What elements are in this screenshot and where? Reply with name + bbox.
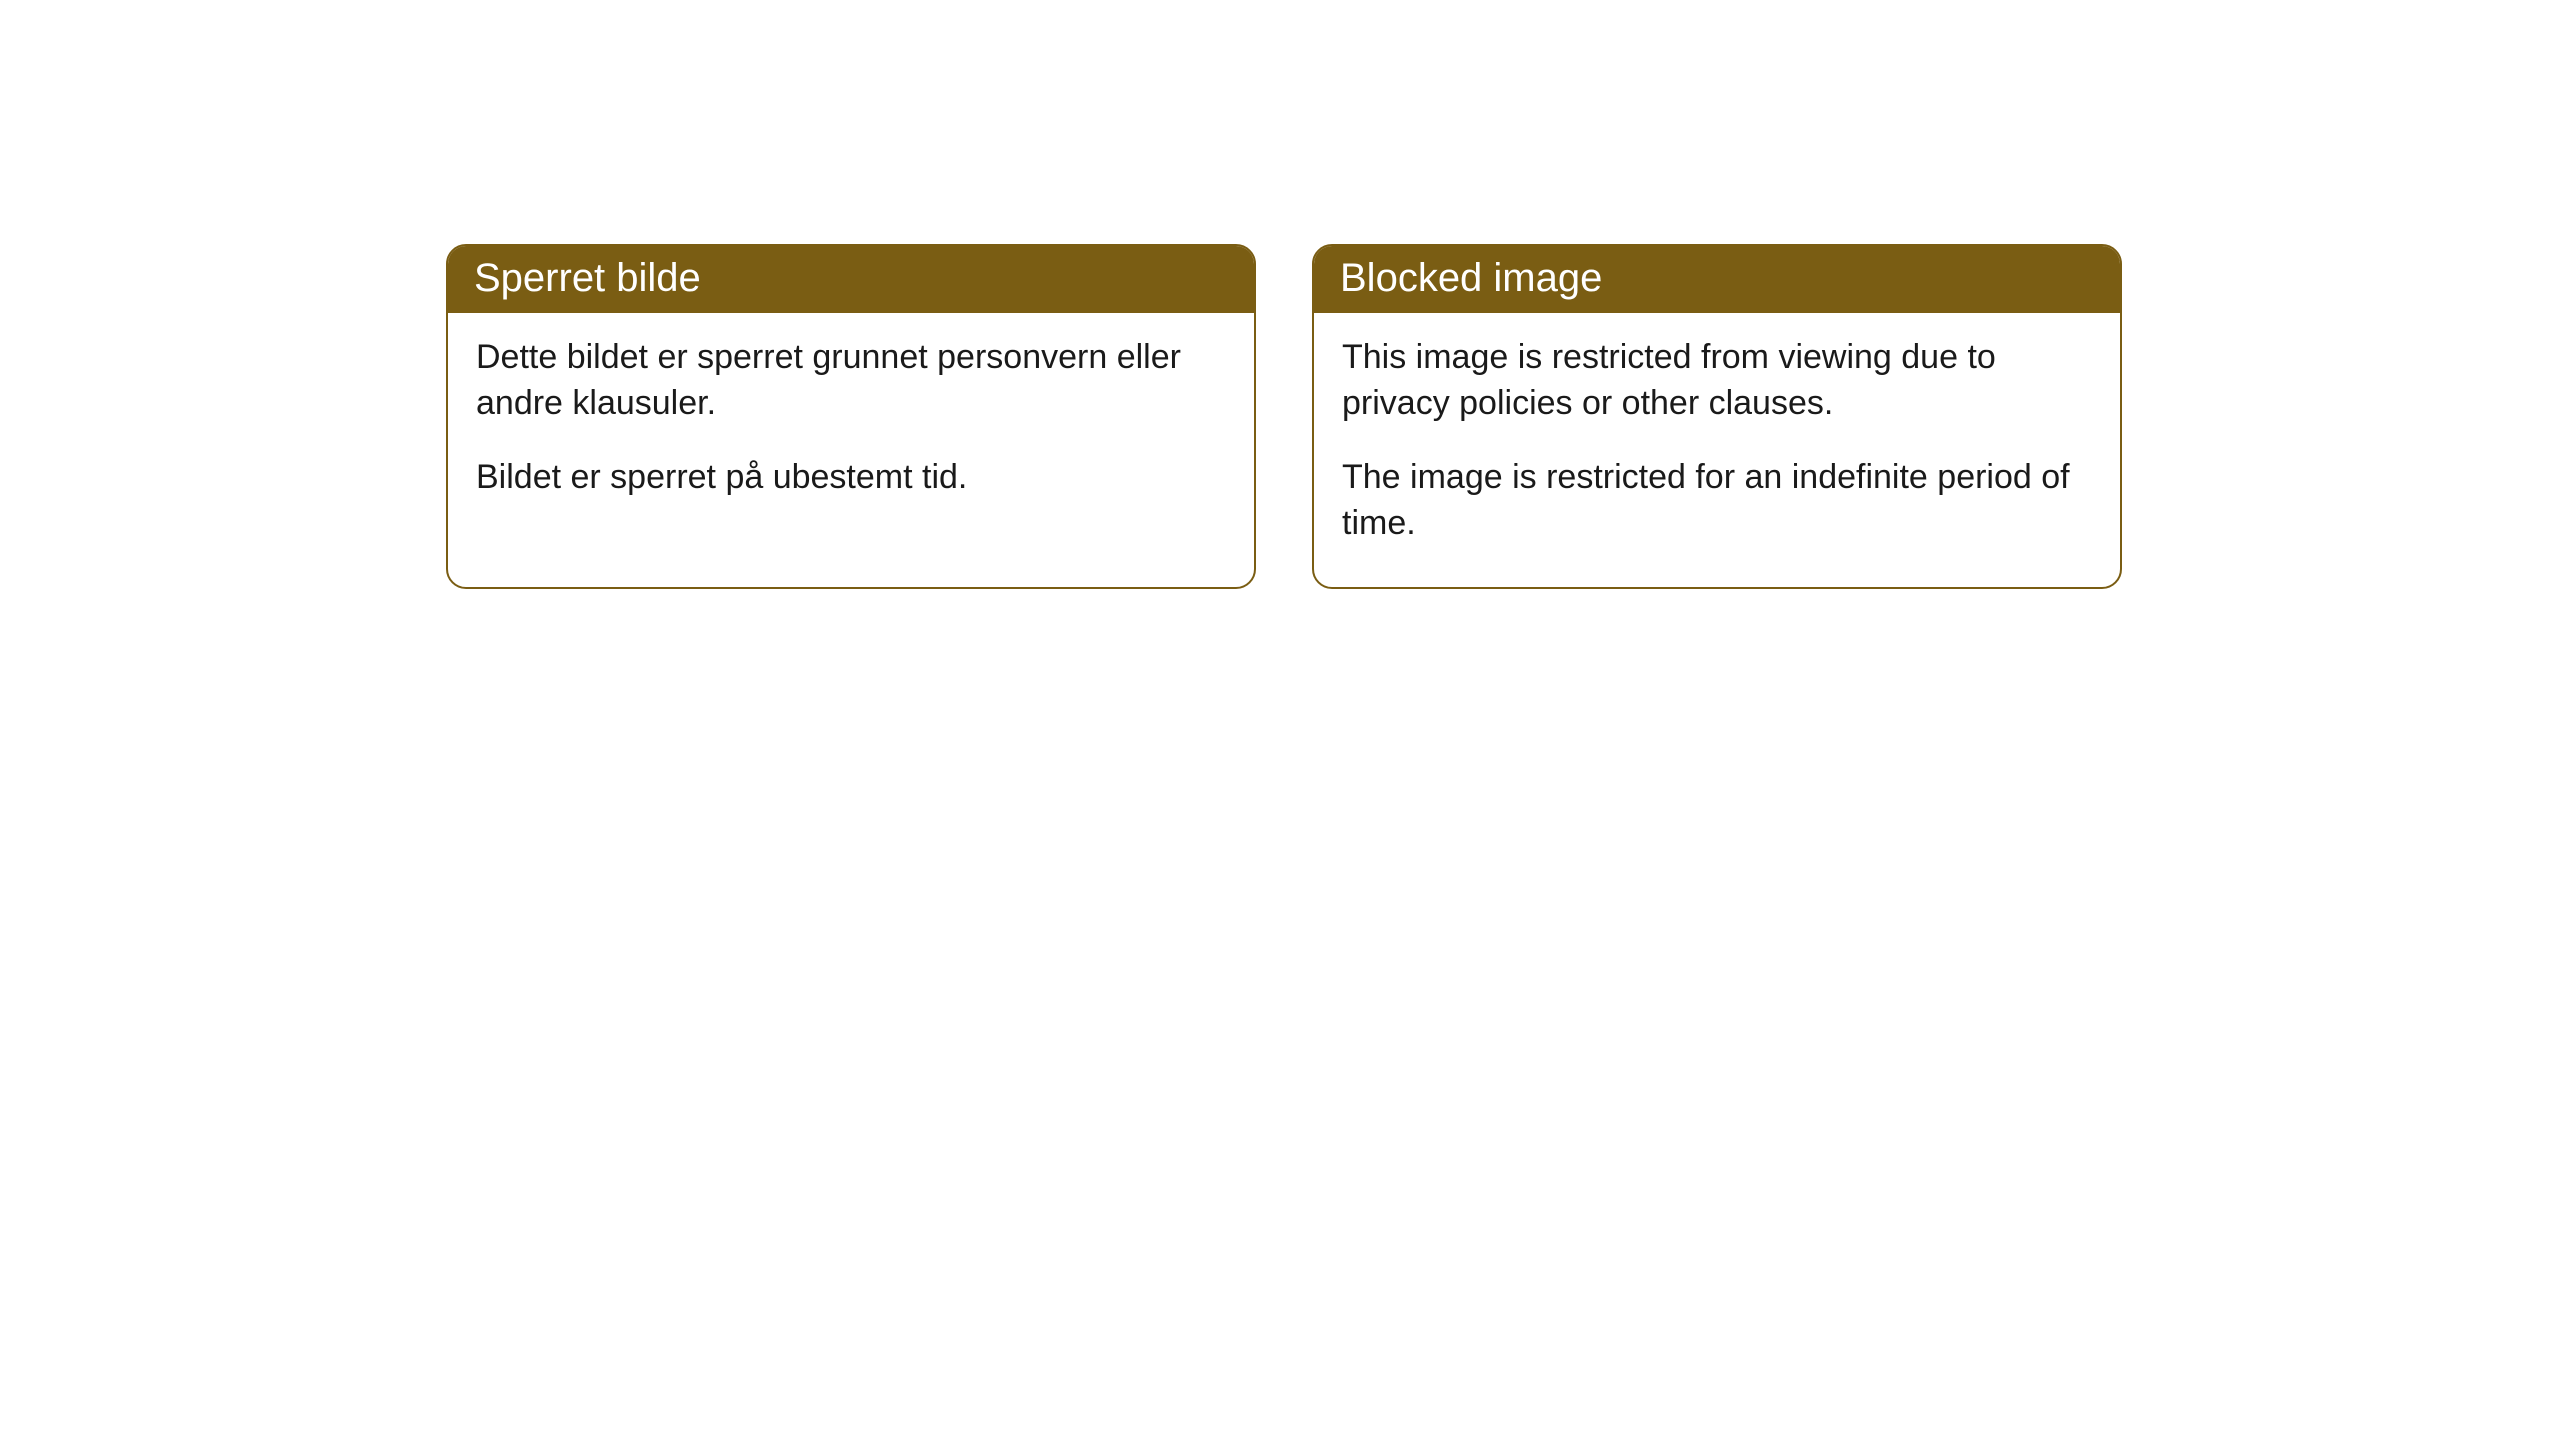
card-paragraph: Dette bildet er sperret grunnet personve… (476, 335, 1226, 427)
card-title: Blocked image (1340, 256, 1602, 300)
notice-cards-container: Sperret bilde Dette bildet er sperret gr… (446, 244, 2122, 589)
notice-card-english: Blocked image This image is restricted f… (1312, 244, 2122, 589)
card-paragraph: The image is restricted for an indefinit… (1342, 455, 2092, 547)
card-body: This image is restricted from viewing du… (1314, 313, 2120, 587)
card-body: Dette bildet er sperret grunnet personve… (448, 313, 1254, 541)
card-header: Sperret bilde (448, 246, 1254, 313)
card-header: Blocked image (1314, 246, 2120, 313)
card-paragraph: Bildet er sperret på ubestemt tid. (476, 455, 1226, 501)
card-paragraph: This image is restricted from viewing du… (1342, 335, 2092, 427)
notice-card-norwegian: Sperret bilde Dette bildet er sperret gr… (446, 244, 1256, 589)
card-title: Sperret bilde (474, 256, 701, 300)
